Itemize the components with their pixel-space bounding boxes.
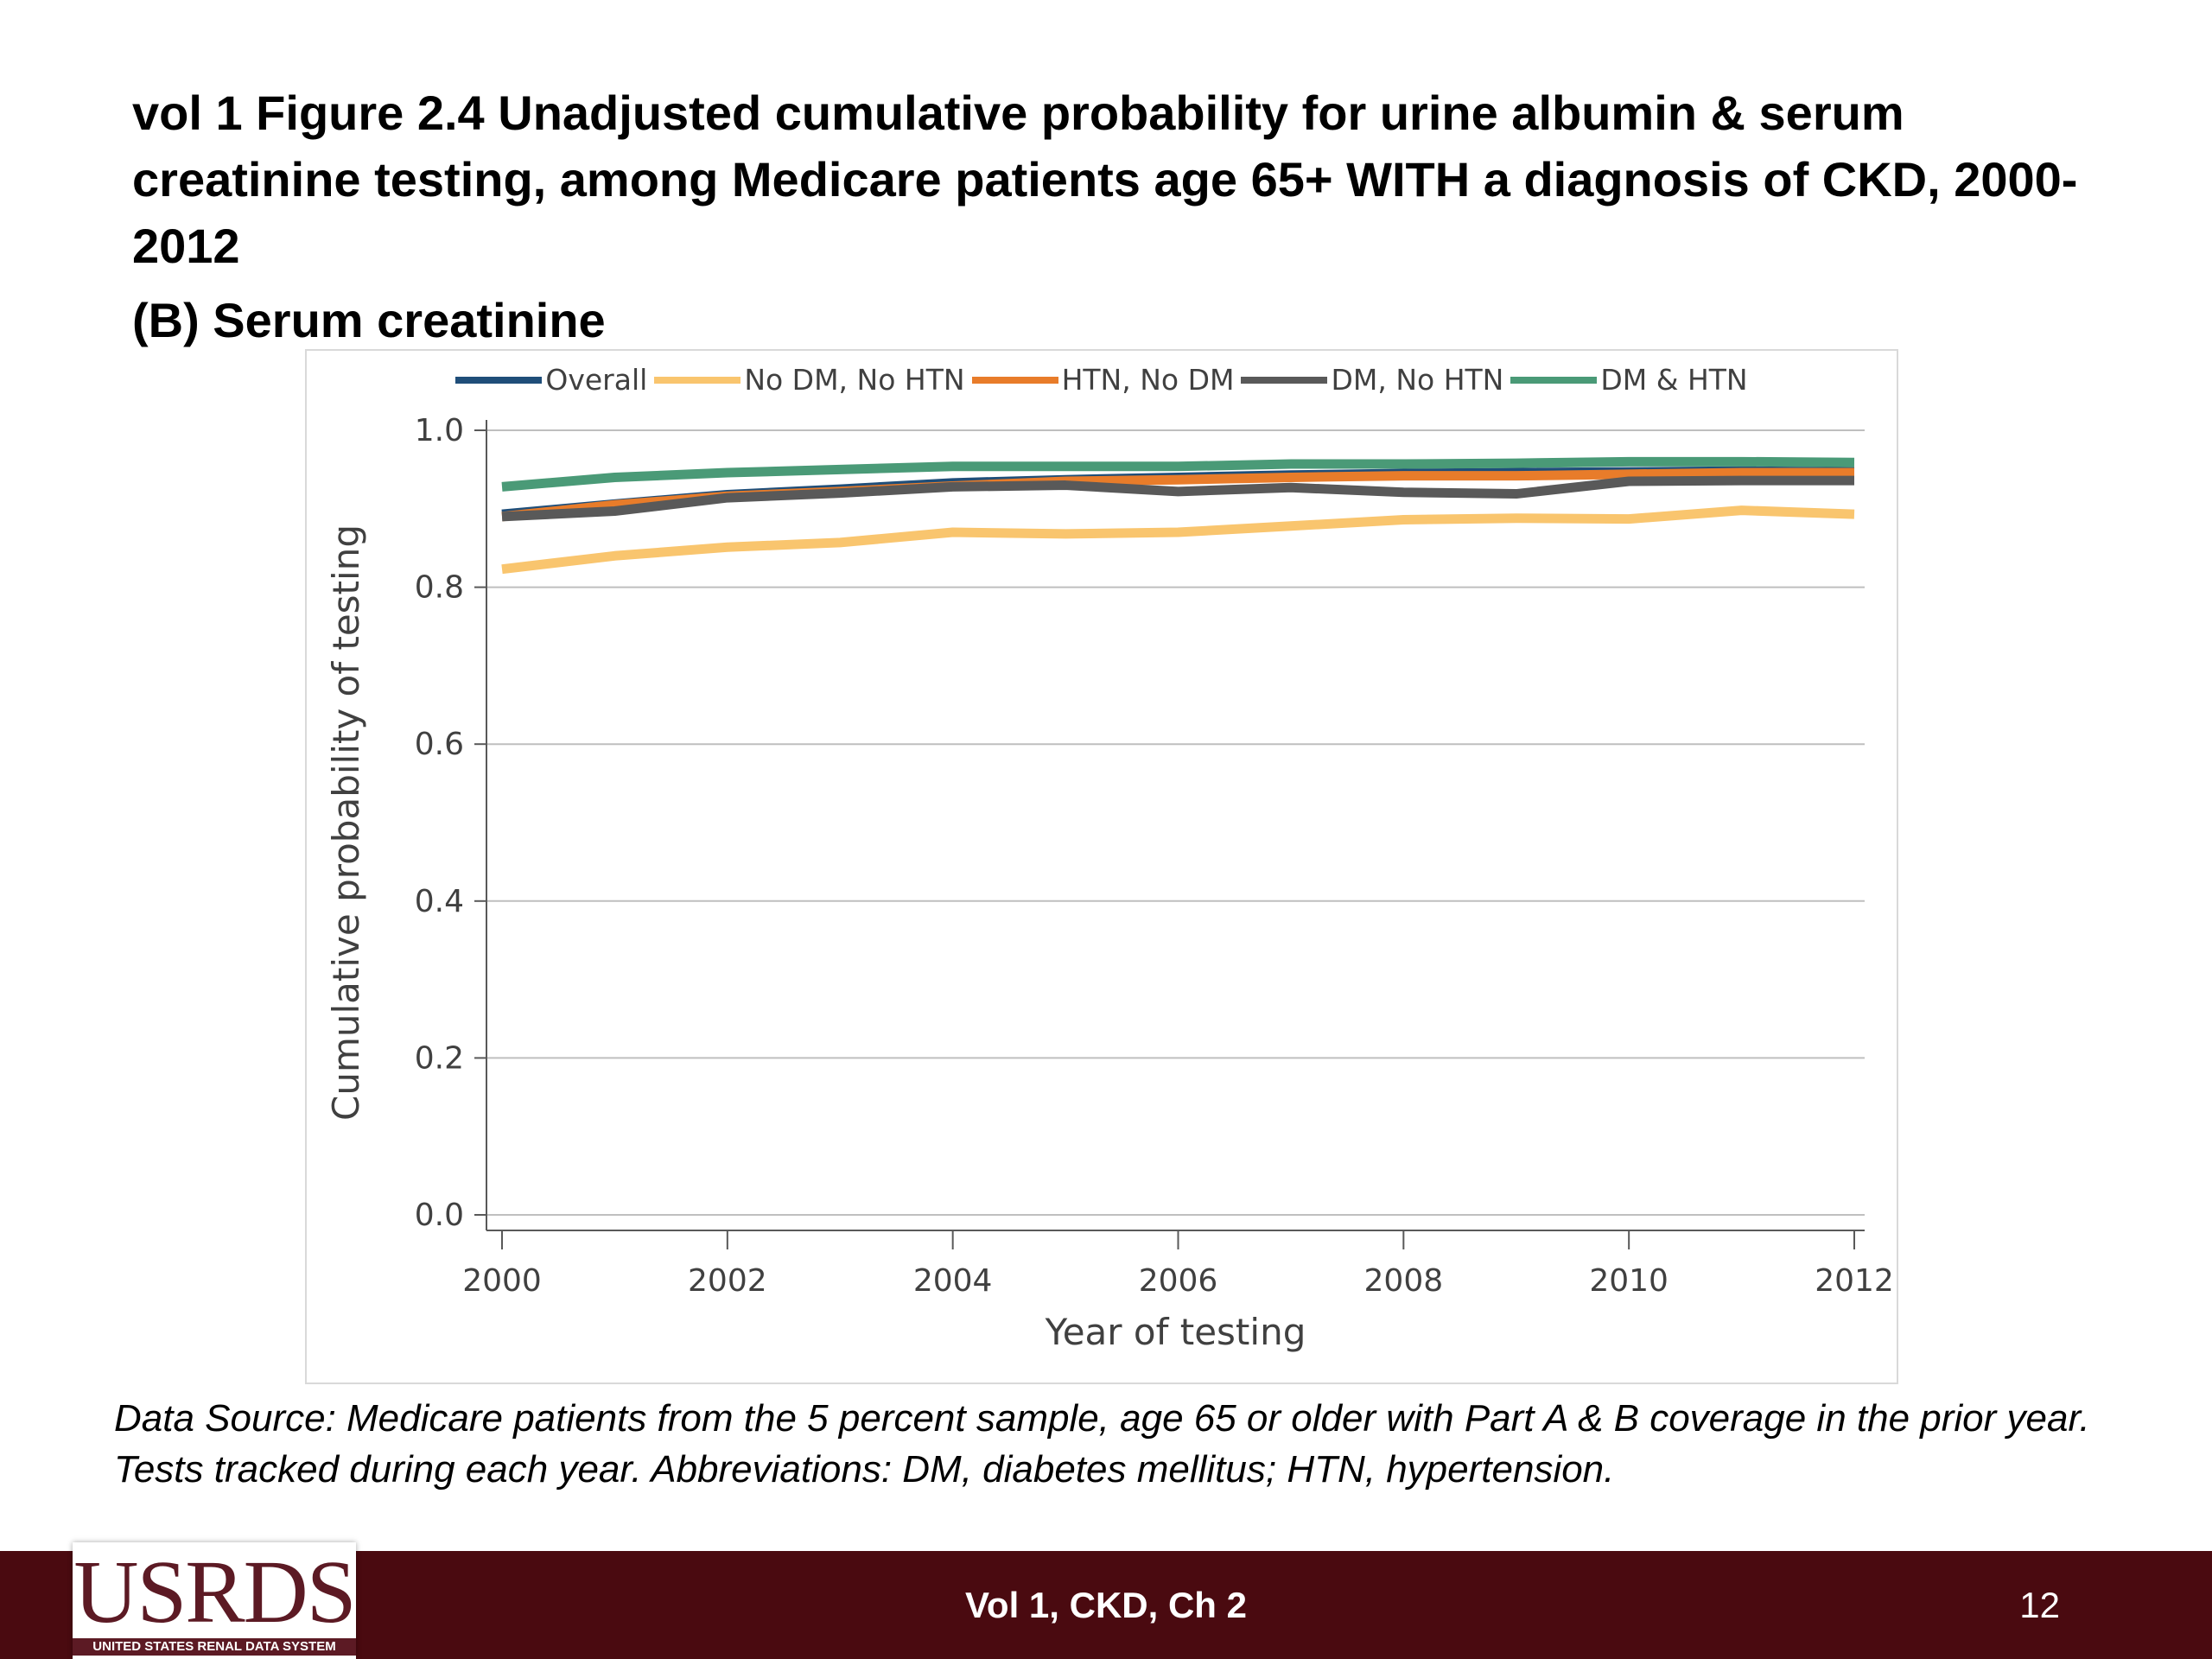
y-tick-label: 0.2	[415, 1040, 464, 1076]
usrds-logo: USRDS UNITED STATES RENAL DATA SYSTEM	[73, 1542, 357, 1659]
footer-text: Vol 1, CKD, Ch 2	[965, 1584, 1247, 1625]
x-tick-label: 2002	[688, 1263, 767, 1299]
y-tick-label: 1.0	[415, 413, 464, 448]
legend-label: DM, No HTN	[1331, 363, 1504, 397]
legend-item-dm-no-htn: DM, No HTN	[1241, 363, 1503, 397]
logo-subtext: UNITED STATES RENAL DATA SYSTEM	[73, 1638, 356, 1656]
chart-frame: 0.0 0.2 0.4 0.6 0.8 1.0 2000 2002 2004 2006 2008 20…	[305, 349, 1898, 1384]
legend-label: HTN, No DM	[1061, 363, 1235, 397]
legend-swatch	[1510, 376, 1598, 384]
x-tick-label: 2000	[462, 1263, 542, 1299]
legend-swatch	[455, 376, 543, 384]
legend-item-htn-no-dm: HTN, No DM	[971, 363, 1235, 397]
page-number: 12	[2019, 1584, 2060, 1625]
x-tick-label: 2004	[913, 1263, 993, 1299]
x-tick-label: 2008	[1364, 1263, 1444, 1299]
x-tick-label: 2010	[1589, 1263, 1669, 1299]
legend-item-dm-htn: DM & HTN	[1510, 363, 1748, 397]
legend-label: DM & HTN	[1600, 363, 1748, 397]
series-line-no-dm-no-htn	[501, 505, 1855, 575]
slide-subtitle: (B) Serum creatinine	[132, 293, 606, 347]
line-chart: 0.0 0.2 0.4 0.6 0.8 1.0 2000 2002 2004 2006 2008 20…	[325, 413, 1894, 1353]
x-axis-label: Year of testing	[1045, 1311, 1306, 1353]
legend-label: Overall	[545, 363, 648, 397]
chart-legend: Overall No DM, No HTN HTN, No DM DM, No HTN…	[307, 363, 1897, 397]
legend-swatch	[654, 376, 741, 384]
y-tick-label: 0.8	[415, 570, 464, 606]
footer-bar: Vol 1, CKD, Ch 2 12	[0, 1551, 2212, 1659]
data-source-note: Data Source: Medicare patients from the …	[114, 1397, 2090, 1491]
y-tick-label: 0.0	[415, 1198, 464, 1233]
y-axis-label: Cumulative probability of testing	[325, 524, 367, 1121]
legend-swatch	[971, 376, 1058, 384]
series-line-dm-no-htn	[501, 475, 1854, 522]
legend-item-no-dm-no-htn: No DM, No HTN	[654, 363, 965, 397]
y-tick-label: 0.4	[415, 884, 464, 919]
legend-label: No DM, No HTN	[744, 363, 965, 397]
logo-text: USRDS	[73, 1542, 356, 1642]
y-tick-label: 0.6	[415, 727, 464, 762]
series-line-dm-htn	[501, 456, 1855, 492]
slide-title: vol 1 Figure 2.4 Unadjusted cumulative p…	[132, 86, 2078, 273]
legend-item-overall: Overall	[455, 363, 647, 397]
x-tick-label: 2012	[1815, 1263, 1894, 1299]
legend-swatch	[1241, 376, 1328, 384]
x-tick-label: 2006	[1139, 1263, 1218, 1299]
